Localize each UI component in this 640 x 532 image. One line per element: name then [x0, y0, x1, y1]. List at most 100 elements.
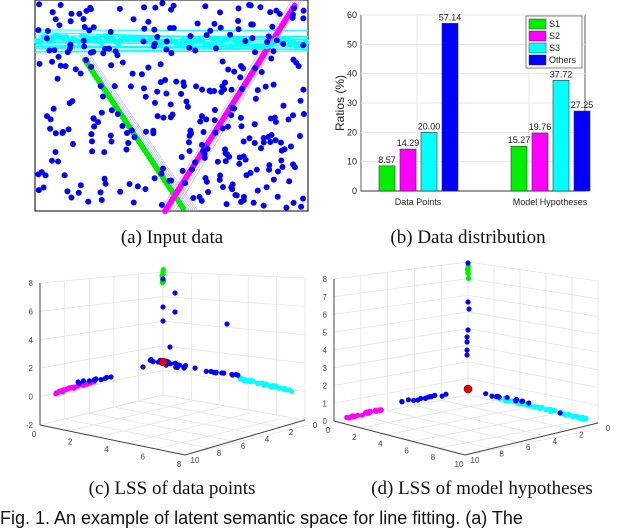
data-point-outlier — [52, 16, 59, 23]
z-tick-label: 7 — [323, 293, 328, 302]
data-point-outlier — [231, 68, 238, 75]
data-point-outlier — [240, 138, 247, 145]
point-other — [465, 327, 471, 333]
data-point-outlier — [119, 59, 126, 66]
grid-line — [467, 344, 599, 371]
x-tick-label: 6 — [404, 446, 409, 455]
data-point-s3 — [205, 41, 212, 48]
grid-line — [39, 271, 164, 284]
data-point-outlier — [100, 50, 107, 57]
data-point-outlier — [270, 81, 277, 88]
data-point-outlier — [194, 20, 201, 27]
grid-line — [162, 271, 306, 279]
data-point-outlier — [68, 10, 75, 17]
data-point-outlier — [36, 60, 43, 67]
data-point-outlier — [46, 47, 53, 54]
point-other — [160, 304, 166, 310]
data-point-outlier — [44, 27, 51, 34]
data-point-outlier — [85, 198, 92, 205]
data-point-outlier — [87, 49, 94, 56]
point-other — [464, 334, 470, 340]
y-tick-label: 4 — [265, 435, 270, 444]
bar-data-label: 20.00 — [418, 121, 441, 131]
data-point-outlier — [274, 168, 281, 175]
data-point-s3 — [37, 38, 44, 45]
bar-data-label: 14.29 — [397, 138, 420, 148]
x-tick-label: Model Hypotheses — [513, 197, 588, 207]
x-tick-label: 2 — [68, 438, 73, 447]
grid-line — [113, 406, 258, 435]
data-point-outlier — [143, 128, 150, 135]
data-point-outlier — [162, 77, 169, 84]
data-point-outlier — [81, 23, 88, 30]
data-point-outlier — [130, 199, 137, 206]
data-point-outlier — [297, 97, 304, 104]
data-point-outlier — [200, 147, 207, 154]
bar-data-label: 37.72 — [550, 69, 573, 79]
data-point-outlier — [88, 131, 95, 138]
data-point-outlier — [193, 83, 200, 90]
point-s3 — [573, 413, 580, 419]
data-point-outlier — [222, 158, 229, 165]
data-point-outlier — [221, 86, 228, 93]
point-other — [464, 339, 470, 345]
data-point-outlier — [169, 111, 176, 118]
x-axis — [39, 424, 186, 456]
y-tick-label: 2 — [579, 430, 584, 439]
data-point-outlier — [83, 7, 90, 14]
bar-s1 — [510, 145, 528, 192]
point-s3 — [565, 411, 572, 417]
data-point-outlier — [198, 113, 205, 120]
data-point-outlier — [98, 109, 105, 116]
data-point-outlier — [203, 116, 210, 123]
grid-line — [155, 418, 280, 450]
z-tick-label: 1 — [323, 399, 328, 408]
data-point-outlier — [108, 62, 115, 69]
data-point-outlier — [212, 45, 219, 52]
x-tick-label: 2 — [352, 433, 357, 442]
data-point-outlier — [80, 37, 87, 44]
point-other — [410, 397, 417, 404]
data-point-s3 — [176, 41, 183, 48]
data-point-outlier — [250, 199, 257, 206]
grid-line — [467, 361, 599, 388]
data-point-outlier — [300, 195, 307, 202]
data-point-outlier — [114, 52, 121, 59]
data-point-outlier — [49, 9, 56, 16]
data-point-outlier — [152, 4, 159, 11]
data-point-outlier — [116, 5, 123, 12]
data-point-outlier — [253, 166, 260, 173]
legend-swatch — [528, 54, 547, 66]
legend-swatch — [528, 30, 547, 42]
point-s3 — [237, 376, 244, 382]
data-point-outlier — [270, 176, 277, 183]
data-point-outlier — [167, 24, 174, 31]
data-point-outlier — [189, 166, 196, 173]
data-point-outlier — [224, 123, 231, 130]
data-point-s3 — [228, 43, 235, 50]
grid-line — [162, 394, 306, 421]
grid-line — [68, 400, 193, 432]
y-axis — [184, 419, 306, 456]
data-point-outlier — [102, 180, 109, 187]
x-tick-label: Data Points — [395, 197, 442, 207]
data-point-outlier — [277, 139, 284, 146]
data-point-outlier — [140, 85, 147, 92]
legend-swatch — [528, 18, 547, 30]
data-point-outlier — [225, 66, 232, 73]
data-point-outlier — [173, 78, 180, 85]
data-point-outlier — [88, 138, 95, 145]
point-other — [443, 391, 449, 397]
data-point-outlier — [163, 46, 170, 53]
bar-data-label: 19.76 — [529, 122, 552, 132]
data-point-outlier — [131, 134, 138, 141]
data-point-outlier — [258, 68, 265, 75]
data-point-outlier — [52, 148, 59, 155]
x-axis — [333, 420, 466, 456]
data-point-outlier — [108, 138, 115, 145]
data-point-outlier — [201, 154, 208, 161]
data-point-outlier — [228, 112, 235, 119]
data-point-s1 — [180, 204, 186, 211]
y-tick-label: 8 — [217, 449, 222, 458]
point-other — [98, 377, 104, 383]
